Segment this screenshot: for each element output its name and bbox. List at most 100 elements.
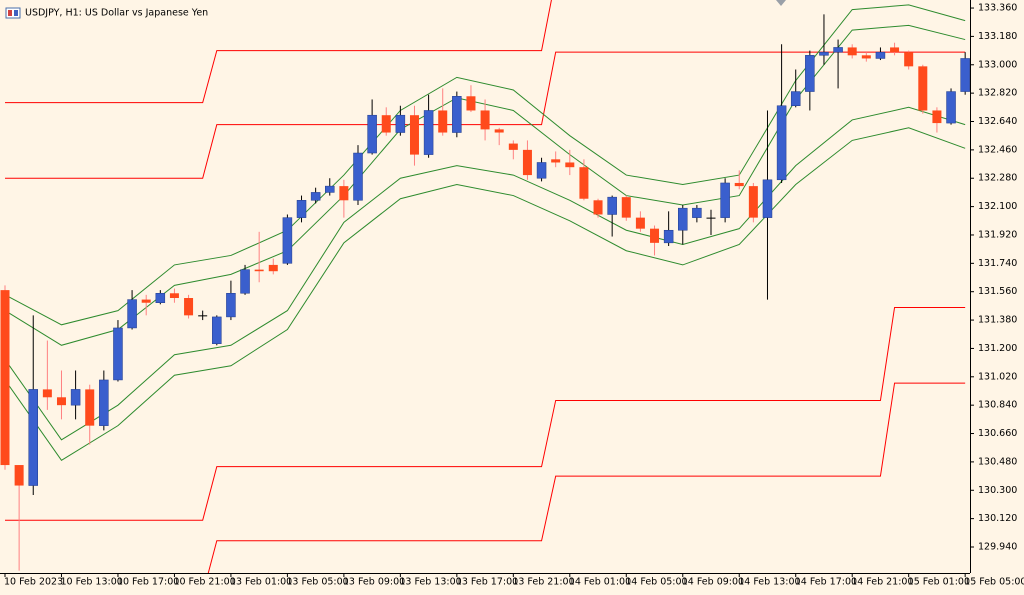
x-tick-label: 14 Feb 09:00 xyxy=(682,577,744,588)
candle-body xyxy=(805,55,815,92)
candle-body xyxy=(310,192,321,201)
y-tick-label: 132.640 xyxy=(978,116,1017,127)
candle-body xyxy=(819,51,829,56)
candle-body xyxy=(268,264,278,272)
candle-body xyxy=(282,217,293,264)
candle-body xyxy=(607,196,617,215)
y-tick-label: 133.000 xyxy=(978,59,1017,70)
candle-body xyxy=(536,162,547,179)
x-tick-label: 13 Feb 17:00 xyxy=(456,577,518,588)
candle-body xyxy=(141,299,151,303)
indicator-line xyxy=(4,106,966,441)
y-tick-label: 133.360 xyxy=(978,3,1017,14)
candle-body xyxy=(904,52,914,67)
y-tick-label: 131.740 xyxy=(978,258,1017,269)
candle-body xyxy=(240,269,250,294)
candle-body xyxy=(325,185,335,193)
x-tick-label: 13 Feb 13:00 xyxy=(399,577,461,588)
candle-body xyxy=(99,379,109,426)
x-tick-label: 14 Feb 21:00 xyxy=(851,577,913,588)
y-tick-label: 130.840 xyxy=(978,400,1017,411)
candle-body xyxy=(847,47,857,56)
candle-body xyxy=(127,299,137,329)
candle-body xyxy=(663,229,674,244)
candle-body xyxy=(85,389,95,426)
x-tick-label: 13 Feb 05:00 xyxy=(286,577,348,588)
y-tick-label: 131.020 xyxy=(978,371,1017,382)
scroll-marker xyxy=(776,0,786,6)
candle-body xyxy=(14,465,24,486)
candle-body xyxy=(650,228,660,243)
y-tick-label: 131.200 xyxy=(978,343,1017,354)
candle-body xyxy=(339,186,349,201)
x-tick-label: 10 Feb 13:00 xyxy=(60,577,122,588)
x-tick-label: 13 Feb 21:00 xyxy=(512,577,574,588)
x-tick-label: 14 Feb 17:00 xyxy=(795,577,857,588)
symbol-icon xyxy=(5,7,21,19)
candle-body xyxy=(706,217,716,219)
candle-body xyxy=(367,114,377,154)
candle-body xyxy=(522,149,532,176)
candle-body xyxy=(508,143,518,150)
candle-body xyxy=(70,389,81,406)
y-tick-label: 130.480 xyxy=(978,456,1017,467)
y-tick-label: 130.120 xyxy=(978,513,1017,524)
y-tick-label: 132.100 xyxy=(978,201,1017,212)
y-tick-label: 130.300 xyxy=(978,485,1017,496)
x-tick-label: 10 Feb 2023 xyxy=(4,577,63,588)
x-tick-label: 15 Feb 05:00 xyxy=(964,577,1024,588)
candle-body xyxy=(198,315,208,317)
plot-area xyxy=(0,0,970,573)
indicator-line xyxy=(5,306,966,521)
candle-body xyxy=(593,200,603,215)
candle-body xyxy=(438,110,448,133)
y-tick-label: 129.940 xyxy=(978,541,1017,552)
x-tick-label: 14 Feb 05:00 xyxy=(625,577,687,588)
x-tick-label: 13 Feb 09:00 xyxy=(343,577,405,588)
candle-body xyxy=(381,115,391,133)
x-tick-label: 13 Feb 01:00 xyxy=(230,577,292,588)
candle-body xyxy=(621,197,631,218)
candle-body xyxy=(155,293,166,303)
indicator-line xyxy=(5,0,552,104)
candle-body xyxy=(565,162,575,168)
candle-body xyxy=(678,207,688,231)
candle-body xyxy=(56,397,66,406)
x-tick-label: 14 Feb 13:00 xyxy=(738,577,800,588)
x-tick-label: 15 Feb 01:00 xyxy=(908,577,970,588)
candle-body xyxy=(480,110,490,130)
candle-body xyxy=(932,110,942,124)
candle-body xyxy=(42,389,52,398)
chart-title: USDJPY, H1: US Dollar vs Japanese Yen xyxy=(25,8,208,19)
y-tick-label: 131.560 xyxy=(978,286,1017,297)
y-tick-label: 131.380 xyxy=(978,315,1017,326)
candle-body xyxy=(184,298,194,316)
candle-body xyxy=(776,105,787,181)
candle-body xyxy=(395,114,406,133)
candle-body xyxy=(0,290,10,466)
indicator-line xyxy=(4,127,966,461)
candle-body xyxy=(790,91,801,106)
y-tick-label: 131.920 xyxy=(978,229,1017,240)
candle-body xyxy=(960,58,970,92)
y-tick-label: 133.180 xyxy=(978,31,1017,42)
candle-body xyxy=(579,167,589,199)
candle-body xyxy=(762,179,773,218)
candle-body xyxy=(466,96,476,111)
y-tick-label: 130.660 xyxy=(978,428,1017,439)
candle-body xyxy=(635,217,645,229)
candle-body xyxy=(494,129,504,133)
candle-body xyxy=(748,186,758,218)
candle-body xyxy=(551,159,561,163)
y-tick-label: 132.820 xyxy=(978,88,1017,99)
x-tick-label: 14 Feb 01:00 xyxy=(569,577,631,588)
candle-body xyxy=(692,207,702,218)
candle-body xyxy=(28,389,38,486)
candle-body xyxy=(720,182,730,218)
candle-body xyxy=(861,55,871,59)
candle-body xyxy=(254,269,264,272)
candle-body xyxy=(890,47,900,53)
candle-body xyxy=(833,47,843,53)
candle-body xyxy=(918,66,928,111)
